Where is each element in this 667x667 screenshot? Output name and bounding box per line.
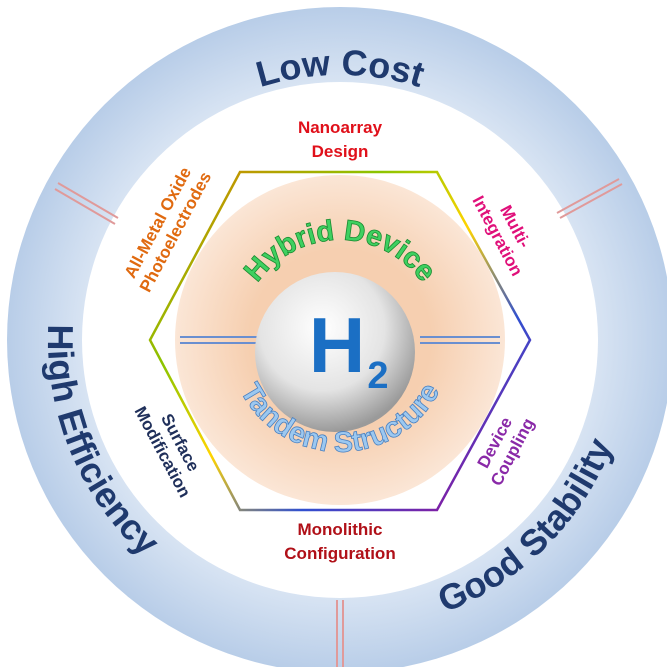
- hex-line: Design: [312, 142, 369, 161]
- hex-line: Configuration: [284, 544, 395, 563]
- h-subscript: 2: [367, 355, 388, 397]
- hex-line: Nanoarray: [298, 118, 383, 137]
- h-symbol: H: [309, 301, 365, 389]
- hex-line: Monolithic: [298, 520, 383, 539]
- diagram: H 2 Hybrid Device Tandem Structure Low C…: [0, 0, 667, 667]
